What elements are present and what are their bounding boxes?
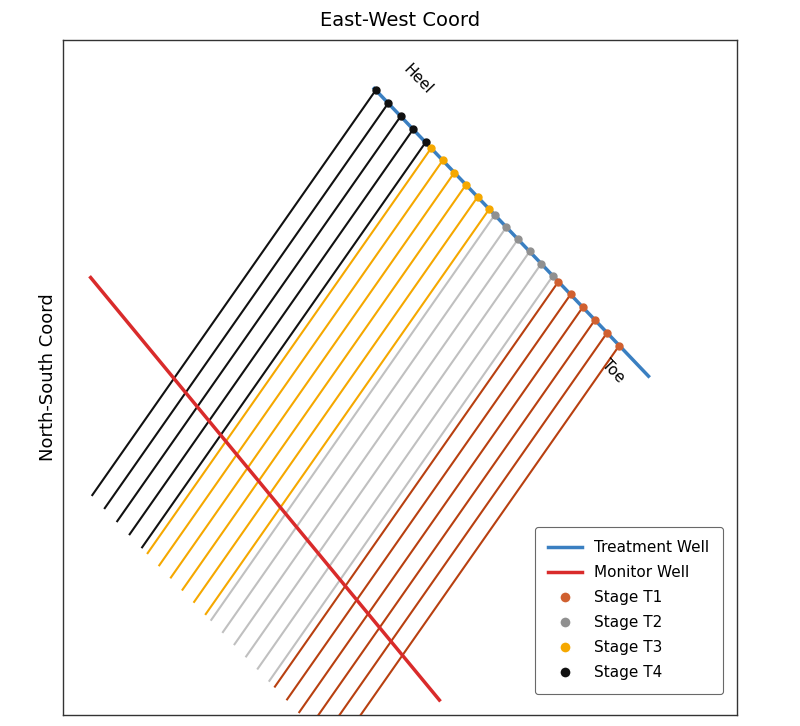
Legend: Treatment Well, Monitor Well, Stage T1, Stage T2, Stage T3, Stage T4: Treatment Well, Monitor Well, Stage T1, … [534, 526, 723, 694]
Text: Heel: Heel [400, 62, 435, 97]
Text: Toe: Toe [599, 356, 628, 385]
Y-axis label: North-South Coord: North-South Coord [39, 293, 57, 461]
Title: East-West Coord: East-West Coord [320, 11, 480, 30]
